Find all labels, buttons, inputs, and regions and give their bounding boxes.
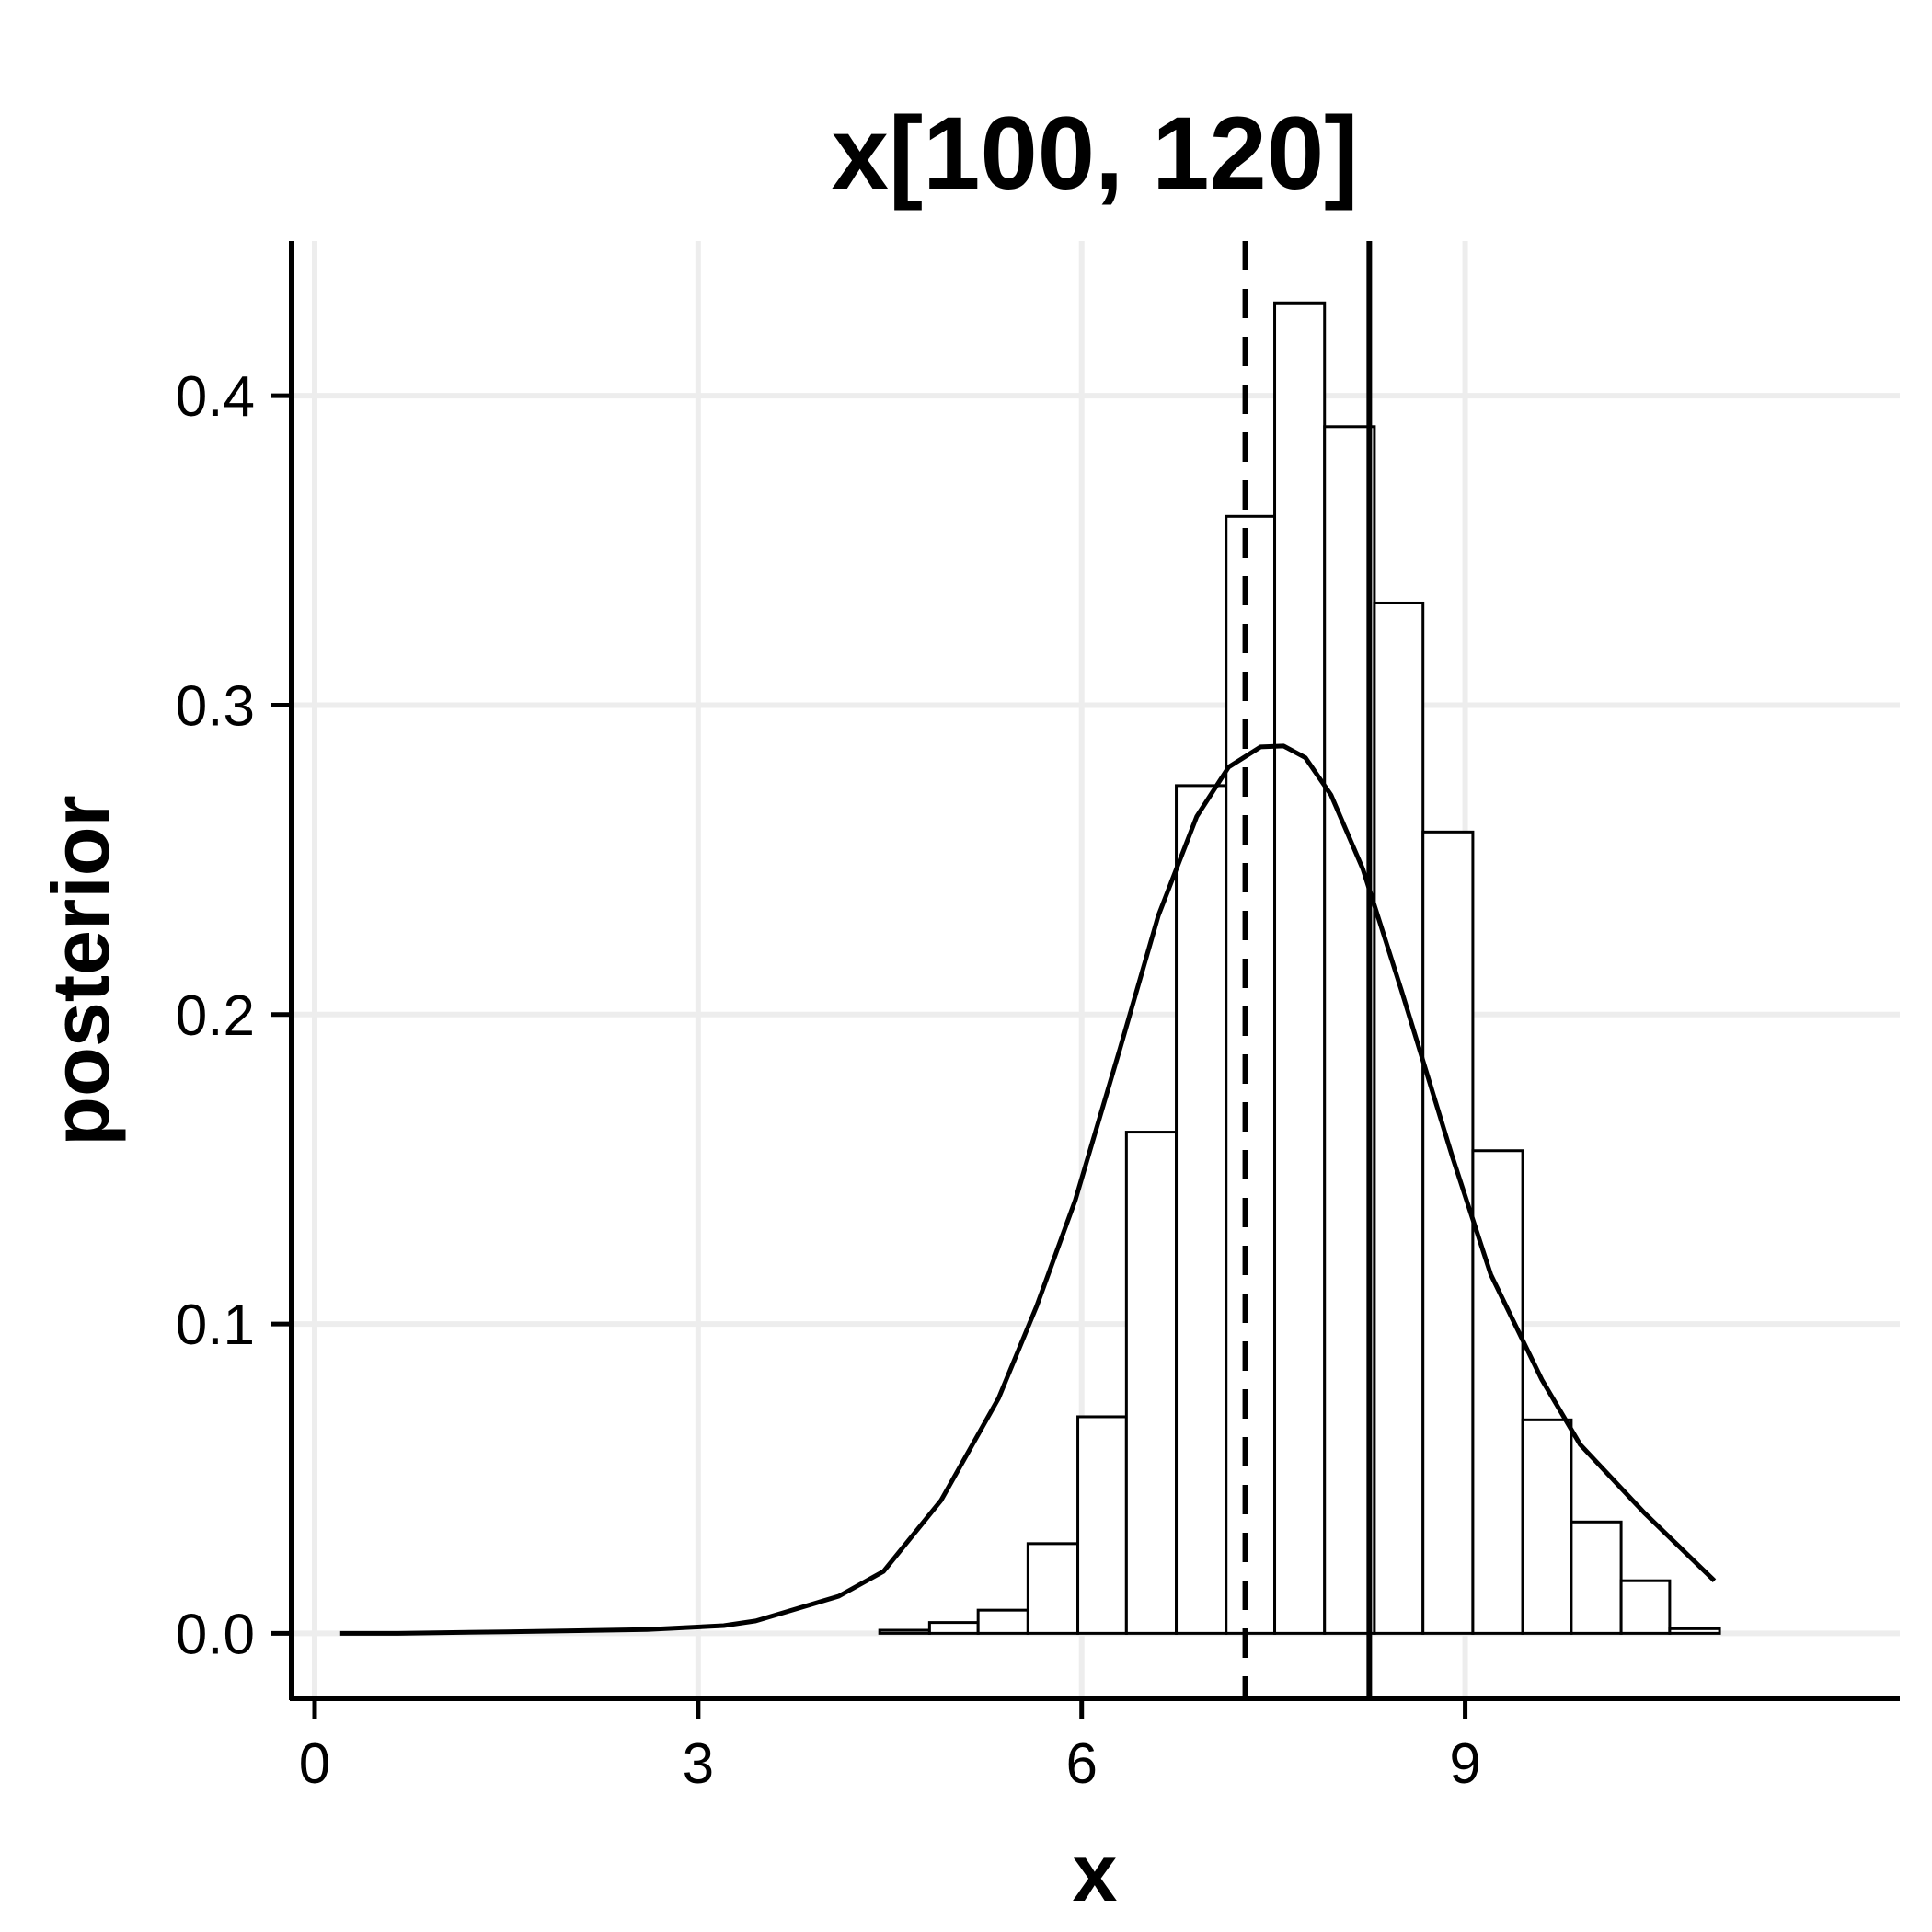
histogram-bar-6 [1175,784,1228,1635]
histogram-bar-8 [1273,301,1327,1635]
histogram-bar-14 [1570,1520,1623,1635]
histogram-bar-4 [1076,1415,1128,1635]
chart-title: x[100, 120] [832,96,1359,211]
histogram-bar-7 [1225,514,1277,1635]
x-axis-ticks: 0 3 6 9 [299,1698,1481,1796]
histogram-bar-3 [1026,1542,1080,1635]
y-tick-label-0: 0.0 [176,1603,255,1666]
histogram-bar-13 [1521,1418,1573,1635]
y-axis-title: posterior [35,795,126,1145]
y-axis-ticks: 0.0 0.1 0.2 0.3 0.4 [176,365,292,1666]
histogram-bars [878,301,1721,1635]
x-axis-title: x [1073,1827,1118,1918]
histogram-bar-16 [1668,1627,1721,1635]
density-curve [339,743,1717,1636]
y-tick-label-1: 0.1 [176,1294,255,1357]
histogram-bar-5 [1124,1131,1179,1635]
grid-lines [292,241,1900,1698]
y-tick-label-2: 0.2 [176,984,255,1048]
axes [289,241,1900,1701]
histogram-bar-1 [927,1621,980,1635]
histogram-bar-10 [1373,601,1425,1635]
y-tick-label-3: 0.3 [176,674,255,738]
x-tick-label-0: 0 [299,1732,330,1796]
histogram-bar-0 [878,1628,931,1635]
histogram-bar-15 [1619,1579,1672,1635]
density-curve-layer [339,743,1717,1636]
y-tick-label-4: 0.4 [176,365,255,429]
histogram-bar-11 [1421,830,1475,1635]
x-tick-label-2: 6 [1065,1732,1097,1796]
x-tick-label-1: 3 [683,1732,714,1796]
reference-lines [1242,241,1373,1698]
x-tick-label-3: 9 [1449,1732,1480,1796]
histogram-bar-2 [976,1608,1029,1635]
histogram-bar-9 [1323,425,1376,1635]
histogram-bar-12 [1471,1149,1524,1635]
